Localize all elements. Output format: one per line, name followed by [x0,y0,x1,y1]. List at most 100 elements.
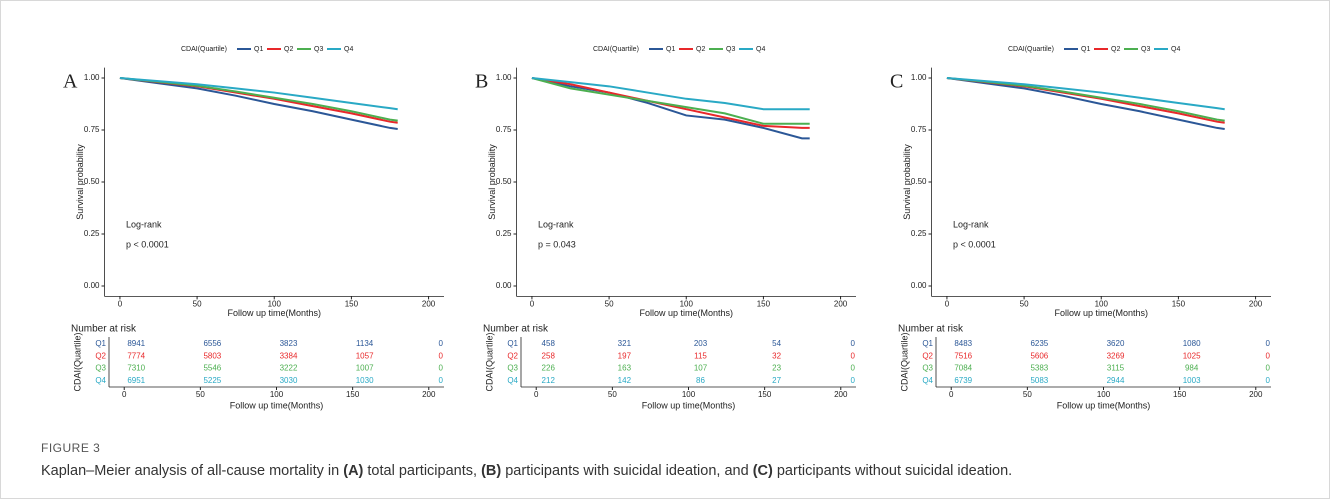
y-tick-label: 0.50 [911,177,927,186]
risk-count: 197 [618,351,632,360]
y-tick-label: 1.00 [911,73,927,82]
panel-label: A [63,71,78,93]
x-tick-label: 150 [757,300,771,309]
risk-count: 0 [851,376,856,385]
risk-count: 0 [439,339,444,348]
risk-title: Number at risk [898,324,964,335]
charts: A CDAI(Quartile) Q1 Q2 Q3 Q4 0.00 0.25 0.50 0.75 1… [63,46,1271,410]
risk-x-tick-label: 50 [196,390,205,399]
survival-curve [946,77,1225,130]
risk-count: 32 [772,351,781,360]
caption-text: total participants, [367,463,478,479]
survival-curve [946,77,1225,111]
x-tick-label: 200 [834,300,848,309]
risk-count: 0 [439,351,444,360]
figure-label: FIGURE 3 [41,441,101,455]
risk-count: 7516 [954,351,972,360]
risk-count: 1003 [1183,376,1201,385]
risk-count: 258 [542,351,556,360]
survival-curve [119,77,398,111]
risk-x-tick-label: 100 [682,390,696,399]
risk-count: 226 [542,364,556,373]
risk-title: Number at risk [71,324,137,335]
risk-row-label: Q2 [95,351,106,360]
legend-label: Q3 [314,46,323,53]
risk-row-label: Q1 [507,339,518,348]
caption: Kaplan–Meier analysis of all-cause morta… [41,463,1012,479]
risk-count: 6556 [203,339,221,348]
risk-count: 7310 [127,364,145,373]
x-tick-label: 100 [680,300,694,309]
risk-count: 8483 [954,339,972,348]
risk-y-label: CDAI(Quartile) [899,332,909,391]
x-tick-label: 200 [1249,300,1263,309]
x-tick-label: 50 [193,300,202,309]
y-tick-label: 0.50 [84,177,100,186]
risk-count: 3384 [280,351,298,360]
risk-count: 5083 [1030,376,1048,385]
survival-curve [531,77,810,125]
risk-count: 0 [439,376,444,385]
y-axis-label: Survival probability [487,144,497,220]
risk-count: 321 [618,339,632,348]
risk-row-label: Q4 [507,376,518,385]
caption-text: Kaplan–Meier analysis of all-cause morta… [41,463,340,479]
legend-label: Q3 [1141,46,1150,53]
risk-count: 115 [694,351,707,360]
legend-label: Q1 [254,46,263,53]
risk-count: 27 [772,376,781,385]
y-tick-label: 1.00 [496,73,512,82]
risk-x-tick-label: 150 [346,390,360,399]
risk-count: 6739 [954,376,972,385]
x-tick-label: 100 [1095,300,1109,309]
annotation: p < 0.0001 [126,239,169,249]
risk-count: 2944 [1107,376,1125,385]
risk-title: Number at risk [483,324,549,335]
risk-x-tick-label: 150 [758,390,772,399]
legend-label: Q4 [344,46,353,53]
risk-count: 5606 [1030,351,1048,360]
risk-count: 203 [694,339,708,348]
risk-count: 0 [851,351,856,360]
risk-row-label: Q3 [922,364,933,373]
risk-count: 3030 [280,376,298,385]
legend-title: CDAI(Quartile) [1008,46,1054,53]
x-tick-label: 100 [268,300,282,309]
survival-curve [531,77,810,129]
risk-count: 1025 [1183,351,1201,360]
risk-count: 8941 [127,339,145,348]
x-axis-label: Follow up time(Months) [639,308,733,318]
y-tick-label: 0.25 [84,229,100,238]
risk-count: 1007 [356,364,374,373]
risk-count: 1057 [356,351,374,360]
risk-row-label: Q2 [507,351,518,360]
legend-label: Q4 [1171,46,1180,53]
risk-count: 3823 [280,339,298,348]
x-tick-label: 150 [1172,300,1186,309]
x-tick-label: 0 [945,300,950,309]
legend-label: Q3 [726,46,735,53]
x-tick-label: 0 [530,300,535,309]
risk-row-label: Q4 [95,376,106,385]
risk-x-tick-label: 200 [1249,390,1263,399]
risk-count: 7084 [954,364,972,373]
risk-count: 23 [772,364,781,373]
panel-label: C [890,71,903,93]
risk-count: 5225 [203,376,221,385]
y-tick-label: 0.75 [84,125,100,134]
risk-count: 163 [618,364,632,373]
risk-row-label: Q1 [922,339,933,348]
risk-y-label: CDAI(Quartile) [484,332,494,391]
risk-row-label: Q4 [922,376,933,385]
caption-text: participants with suicidal ideation, and [505,463,749,479]
risk-count: 3620 [1107,339,1125,348]
y-axis-label: Survival probability [902,144,912,220]
x-axis-label: Follow up time(Months) [227,308,321,318]
annotation: p < 0.0001 [953,239,996,249]
y-tick-label: 0.50 [496,177,512,186]
risk-count: 0 [1266,364,1271,373]
y-tick-label: 0.25 [496,229,512,238]
caption-ref: (B) [481,463,502,479]
risk-count: 0 [1266,339,1271,348]
risk-row-label: Q1 [95,339,106,348]
